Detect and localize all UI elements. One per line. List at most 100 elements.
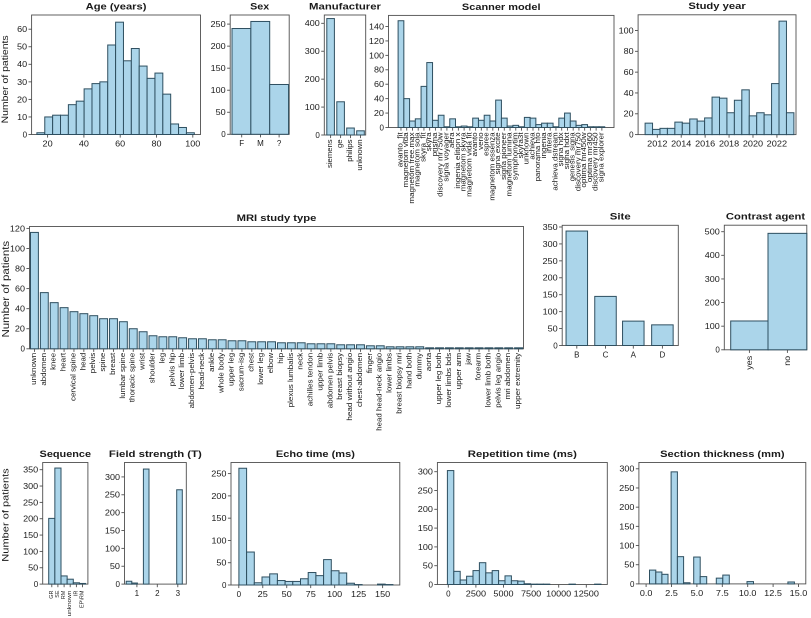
svg-text:intera: intera — [547, 132, 554, 153]
svg-text:plexus lumbalis: plexus lumbalis — [288, 352, 295, 407]
svg-text:300: 300 — [105, 473, 121, 482]
svg-text:10.0: 10.0 — [739, 589, 757, 598]
svg-text:200: 200 — [23, 515, 39, 524]
svg-text:SE: SE — [55, 590, 61, 597]
svg-text:120: 120 — [369, 37, 385, 46]
svg-text:unknown: unknown — [67, 591, 73, 617]
svg-text:75: 75 — [306, 590, 317, 599]
svg-text:7500: 7500 — [521, 589, 542, 598]
svg-text:60: 60 — [115, 139, 126, 148]
svg-text:0: 0 — [221, 130, 226, 139]
svg-text:magnetom essenza: magnetom essenza — [489, 132, 496, 200]
svg-text:lower limbs: lower limbs — [387, 352, 394, 393]
svg-text:0: 0 — [116, 580, 121, 589]
svg-text:IR: IR — [73, 591, 79, 597]
svg-text:12500: 12500 — [574, 589, 600, 598]
svg-text:achieva dstream: achieva dstream — [552, 132, 559, 190]
svg-text:0: 0 — [237, 590, 242, 599]
svg-text:60: 60 — [15, 285, 26, 294]
svg-text:2: 2 — [155, 589, 160, 598]
svg-text:unknown: unknown — [31, 353, 38, 385]
svg-text:magnetom lumina: magnetom lumina — [507, 132, 514, 196]
svg-text:50: 50 — [28, 564, 39, 573]
svg-text:thoracic spine: thoracic spine — [130, 353, 137, 403]
svg-text:knee: knee — [51, 353, 58, 370]
svg-text:symphonytim: symphonytim — [512, 132, 519, 180]
svg-text:prisma: prisma — [432, 132, 439, 156]
svg-text:A: A — [631, 350, 637, 359]
svg-text:25: 25 — [258, 590, 269, 599]
svg-text:40: 40 — [17, 60, 28, 69]
svg-text:0: 0 — [629, 131, 634, 140]
svg-text:pelvis hip: pelvis hip — [169, 353, 176, 387]
svg-text:120: 120 — [10, 224, 26, 233]
svg-text:Manufacturer: Manufacturer — [309, 0, 381, 11]
svg-text:upper limb: upper limb — [317, 353, 324, 391]
svg-text:dummy: dummy — [416, 352, 423, 379]
svg-text:hand both: hand both — [406, 353, 413, 389]
svg-text:breast biopsy mri: breast biopsy mri — [397, 352, 404, 413]
svg-text:0: 0 — [23, 130, 28, 139]
svg-text:100: 100 — [305, 103, 321, 112]
svg-text:pelvis leg angio: pelvis leg angio — [495, 353, 502, 408]
svg-text:magnetom skyra: magnetom skyra — [461, 132, 468, 191]
svg-text:optima mr360: optima mr360 — [587, 132, 594, 182]
svg-text:signa excite: signa excite — [495, 132, 502, 174]
svg-text:C: C — [603, 350, 609, 359]
svg-text:lower limb both: lower limb both — [485, 353, 492, 408]
svg-text:head without angio: head without angio — [347, 353, 354, 421]
svg-text:250: 250 — [23, 498, 39, 507]
svg-text:20: 20 — [374, 109, 385, 118]
svg-text:head-neck: head-neck — [199, 352, 206, 389]
svg-text:abdomen pelvis: abdomen pelvis — [327, 352, 334, 408]
svg-text:ingenia: ingenia — [541, 132, 548, 158]
svg-text:300: 300 — [705, 275, 721, 284]
svg-text:400: 400 — [705, 251, 721, 260]
svg-text:2016: 2016 — [695, 140, 716, 149]
svg-text:0: 0 — [380, 123, 385, 132]
svg-text:50: 50 — [548, 324, 559, 333]
svg-text:50: 50 — [282, 590, 293, 599]
svg-text:M: M — [257, 139, 264, 148]
svg-text:60: 60 — [17, 25, 28, 34]
svg-text:signa pioneer: signa pioneer — [501, 132, 508, 180]
svg-text:cervical spine: cervical spine — [70, 353, 77, 401]
svg-text:100: 100 — [211, 86, 227, 95]
svg-text:ingenia elition x: ingenia elition x — [455, 132, 462, 189]
svg-text:discovery mr750w: discovery mr750w — [438, 131, 445, 197]
svg-text:Scanner model: Scanner model — [462, 1, 541, 12]
svg-text:lower limbs bds: lower limbs bds — [446, 352, 453, 407]
svg-text:chest-abdomen: chest-abdomen — [357, 353, 364, 407]
svg-text:200: 200 — [211, 492, 227, 501]
svg-text:200: 200 — [543, 274, 559, 283]
svg-text:150: 150 — [418, 524, 434, 533]
svg-text:20: 20 — [624, 110, 635, 119]
svg-text:350: 350 — [23, 466, 39, 475]
svg-text:Contrast agent: Contrast agent — [726, 211, 805, 222]
svg-text:verio: verio — [478, 132, 485, 150]
svg-text:0: 0 — [222, 581, 227, 590]
svg-text:80: 80 — [15, 264, 26, 273]
svg-text:1: 1 — [135, 589, 140, 598]
svg-text:500: 500 — [705, 228, 721, 237]
svg-text:10: 10 — [17, 113, 28, 122]
svg-text:magnetom vida fit: magnetom vida fit — [466, 132, 473, 196]
svg-text:40: 40 — [624, 89, 635, 98]
svg-text:whole body: whole body — [219, 352, 226, 394]
svg-text:2012: 2012 — [647, 140, 668, 149]
svg-text:discovery mr450: discovery mr450 — [593, 132, 600, 191]
svg-text:pelvis: pelvis — [90, 352, 97, 373]
svg-text:15.0: 15.0 — [790, 589, 808, 598]
svg-text:lower limb: lower limb — [179, 353, 186, 390]
svg-text:genesis_signa: genesis_signa — [570, 132, 577, 181]
svg-text:20: 20 — [15, 325, 26, 334]
svg-text:0: 0 — [715, 346, 720, 355]
svg-text:400: 400 — [305, 19, 321, 28]
svg-text:RM: RM — [61, 590, 67, 599]
svg-text:2014: 2014 — [671, 140, 692, 149]
svg-text:0: 0 — [630, 580, 635, 589]
svg-text:Echo time (ms): Echo time (ms) — [276, 448, 355, 459]
svg-text:optima mr450w: optima mr450w — [581, 131, 588, 187]
svg-text:10000: 10000 — [546, 589, 572, 598]
svg-text:lower leg: lower leg — [258, 353, 265, 385]
